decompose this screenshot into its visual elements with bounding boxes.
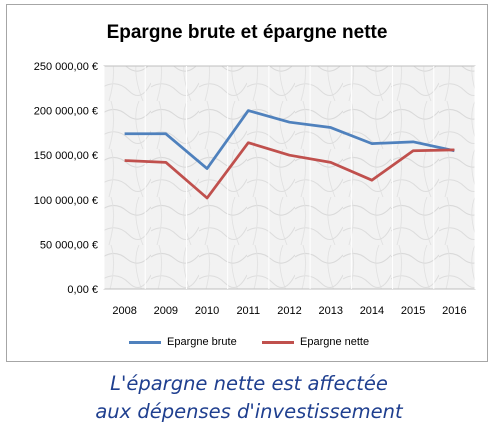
x-tick-label: 2015 <box>401 305 425 317</box>
y-tick-label: 200 000,00 € <box>34 106 98 118</box>
chart-legend: Epargne brute Epargne nette <box>7 336 487 356</box>
legend-label: Epargne nette <box>300 336 370 348</box>
y-tick-label: 50 000,00 € <box>40 239 98 251</box>
series-line <box>124 141 455 200</box>
chart-container: Epargne brute et épargne nette 250 000,0… <box>6 4 488 362</box>
legend-item: Epargne nette <box>262 336 369 348</box>
legend-swatch <box>262 340 294 344</box>
x-tick-label: 2012 <box>277 305 301 317</box>
y-tick-label: 0,00 € <box>67 284 98 296</box>
x-tick-label: 2014 <box>360 305 384 317</box>
x-tick-label: 2016 <box>442 305 466 317</box>
x-tick-label: 2009 <box>154 305 178 317</box>
x-tick-label: 2008 <box>112 305 136 317</box>
y-tick-label: 150 000,00 € <box>34 150 98 162</box>
legend-swatch <box>129 340 161 344</box>
x-tick-label: 2013 <box>318 305 342 317</box>
series-line <box>124 109 455 170</box>
legend-label: Epargne brute <box>167 336 237 348</box>
caption-line: L'épargne nette est affectée <box>110 372 388 395</box>
caption-line: aux dépenses d'investissement <box>95 400 403 423</box>
legend-item: Epargne brute <box>129 336 237 348</box>
y-tick-label: 250 000,00 € <box>34 61 98 73</box>
y-tick-label: 100 000,00 € <box>34 195 98 207</box>
chart-plot: 250 000,00 € 200 000,00 € 150 000,00 € 100 … <box>34 61 476 317</box>
x-tick-label: 2011 <box>236 305 260 317</box>
caption: L'épargne nette est affectée aux dépense… <box>0 370 498 426</box>
x-tick-label: 2010 <box>195 305 219 317</box>
plot-area <box>103 65 476 290</box>
chart-title: Epargne brute et épargne nette <box>106 22 388 43</box>
